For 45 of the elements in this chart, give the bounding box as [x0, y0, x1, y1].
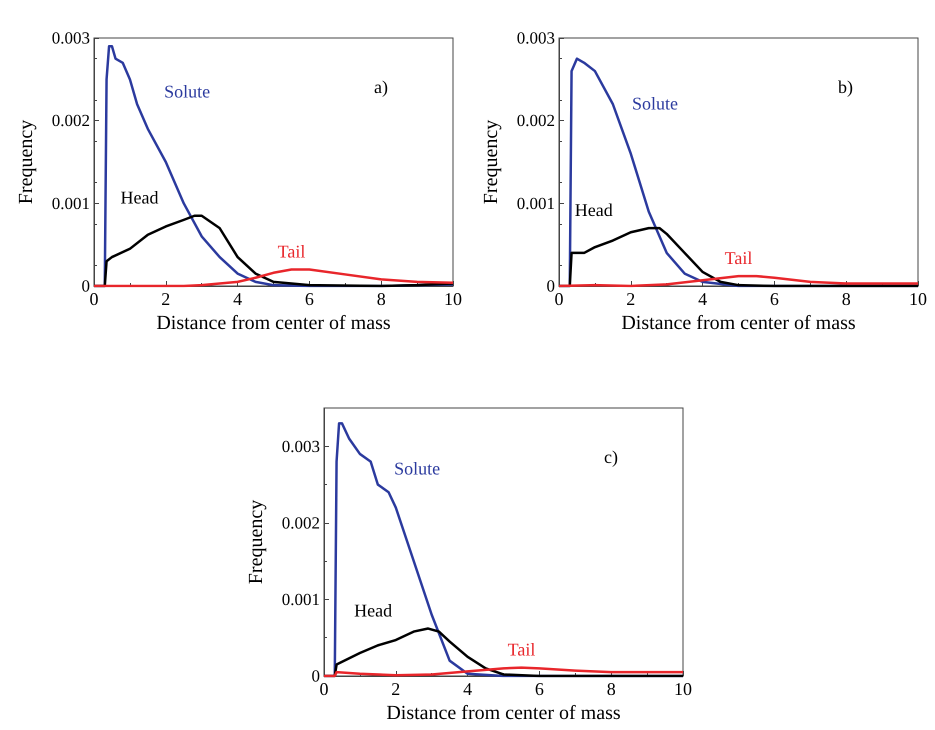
- y-tick-label: 0.001: [516, 194, 555, 213]
- series-label: Solute: [164, 81, 210, 102]
- series-label: Solute: [632, 94, 678, 114]
- y-tick-label: 0.002: [52, 111, 90, 130]
- x-tick-label: 6: [534, 679, 544, 699]
- annotation: b): [838, 77, 854, 97]
- x-tick-label: 8: [606, 679, 616, 699]
- x-tick-label: 2: [391, 679, 400, 699]
- x-tick-label: 2: [161, 289, 170, 309]
- series-label: Head: [120, 188, 159, 208]
- y-tick-label: 0.003: [516, 28, 555, 48]
- y-tick-label: 0.003: [52, 28, 90, 48]
- x-tick-label: 6: [770, 289, 779, 309]
- x-axis-title: Distance from center of mass: [156, 312, 391, 334]
- y-tick-label: 0.003: [282, 436, 320, 456]
- series-label: Tail: [724, 248, 752, 268]
- x-tick-label: 10: [674, 679, 692, 699]
- y-tick-label: 0: [82, 276, 90, 296]
- series-label: Head: [354, 600, 392, 621]
- y-tick-label: 0.002: [516, 111, 555, 130]
- y-axis-title: Frequency: [480, 120, 502, 204]
- annotation: a): [374, 77, 388, 97]
- x-tick-label: 8: [842, 289, 851, 309]
- x-axis-title: Distance from center of mass: [621, 312, 856, 334]
- x-tick-label: 6: [304, 289, 314, 309]
- x-tick-label: 4: [233, 289, 242, 309]
- annotation: c): [604, 447, 618, 467]
- y-tick-label: 0.001: [52, 194, 90, 213]
- y-tick-label: 0.002: [282, 513, 320, 532]
- y-axis-title: Frequency: [245, 500, 267, 584]
- x-tick-label: 10: [909, 289, 927, 309]
- series-label: Tail: [278, 241, 306, 262]
- x-tick-label: 4: [698, 289, 708, 309]
- series-label: Solute: [394, 458, 440, 478]
- y-tick-label: 0.001: [282, 590, 320, 609]
- x-tick-label: 10: [444, 289, 462, 309]
- x-tick-label: 2: [626, 289, 636, 309]
- x-axis-title: Distance from center of mass: [386, 702, 621, 724]
- y-axis-title: Frequency: [15, 120, 37, 204]
- series-label: Head: [574, 200, 613, 220]
- y-tick-label: 0: [312, 666, 320, 686]
- x-tick-label: 4: [463, 679, 472, 699]
- y-tick-label: 0: [546, 276, 555, 296]
- series-label: Tail: [508, 640, 536, 660]
- x-tick-label: 8: [376, 289, 386, 309]
